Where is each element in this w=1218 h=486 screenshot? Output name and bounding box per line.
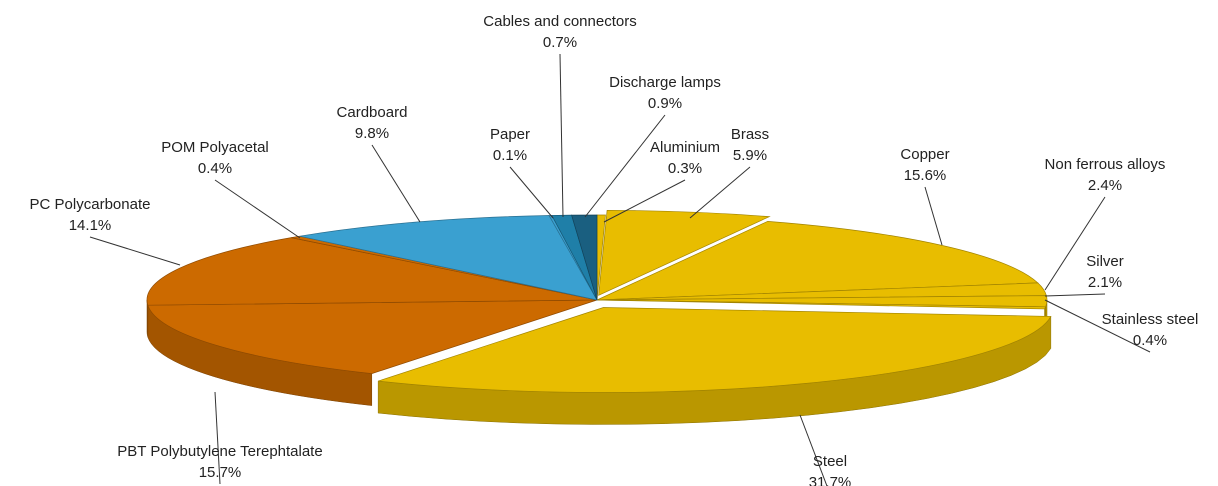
value-label: 15.6% xyxy=(904,167,947,184)
slice-label: Copper xyxy=(900,146,949,163)
slice xyxy=(571,214,598,301)
slice xyxy=(378,307,1052,393)
value-label: 0.3% xyxy=(668,160,702,177)
leader-line xyxy=(799,414,828,486)
slice-label: POM Polyacetal xyxy=(161,139,269,156)
slice-label: PC Polycarbonate xyxy=(30,196,151,213)
slice-label: Discharge lamps xyxy=(609,74,721,91)
value-label: 9.8% xyxy=(355,125,389,142)
value-label: 31.7% xyxy=(809,474,852,486)
slice xyxy=(299,215,598,301)
value-label: 15.7% xyxy=(199,464,242,481)
slice xyxy=(598,209,771,296)
leader-line xyxy=(1044,293,1106,297)
slice-label: Aluminium xyxy=(650,139,720,156)
value-label: 0.4% xyxy=(198,160,232,177)
slice xyxy=(596,299,1047,310)
leader-line xyxy=(214,179,301,239)
value-label: 0.9% xyxy=(648,95,682,112)
slice-label: Non ferrous alloys xyxy=(1045,156,1166,173)
leader-line xyxy=(559,53,564,218)
leader-line xyxy=(89,236,181,266)
value-label: 5.9% xyxy=(733,147,767,164)
leader-line xyxy=(689,166,751,219)
value-label: 0.1% xyxy=(493,147,527,164)
slice-label: PBT Polybutylene Terephtalate xyxy=(117,443,322,460)
leader-line xyxy=(924,186,943,246)
slice xyxy=(146,237,598,306)
slice-label: Brass xyxy=(731,126,769,143)
leader-line xyxy=(1044,299,1151,353)
value-label: 2.1% xyxy=(1088,274,1122,291)
leader-line xyxy=(584,114,666,218)
value-label: 0.7% xyxy=(543,34,577,51)
slice-label: Cardboard xyxy=(337,104,408,121)
slice-label: Paper xyxy=(490,126,530,143)
slice-label: Silver xyxy=(1086,253,1124,270)
leader-line xyxy=(509,166,554,219)
leader-line xyxy=(603,179,686,223)
slice-label: Stainless steel xyxy=(1102,311,1199,328)
leader-line xyxy=(1044,196,1106,291)
slice xyxy=(147,299,598,374)
slice xyxy=(596,221,1039,301)
slice-label: Cables and connectors xyxy=(483,13,636,30)
leader-line xyxy=(214,391,221,485)
value-label: 0.4% xyxy=(1133,332,1167,349)
value-label: 14.1% xyxy=(69,217,112,234)
slice-label: Steel xyxy=(813,453,847,470)
leader-line xyxy=(371,144,421,223)
value-label: 2.4% xyxy=(1088,177,1122,194)
